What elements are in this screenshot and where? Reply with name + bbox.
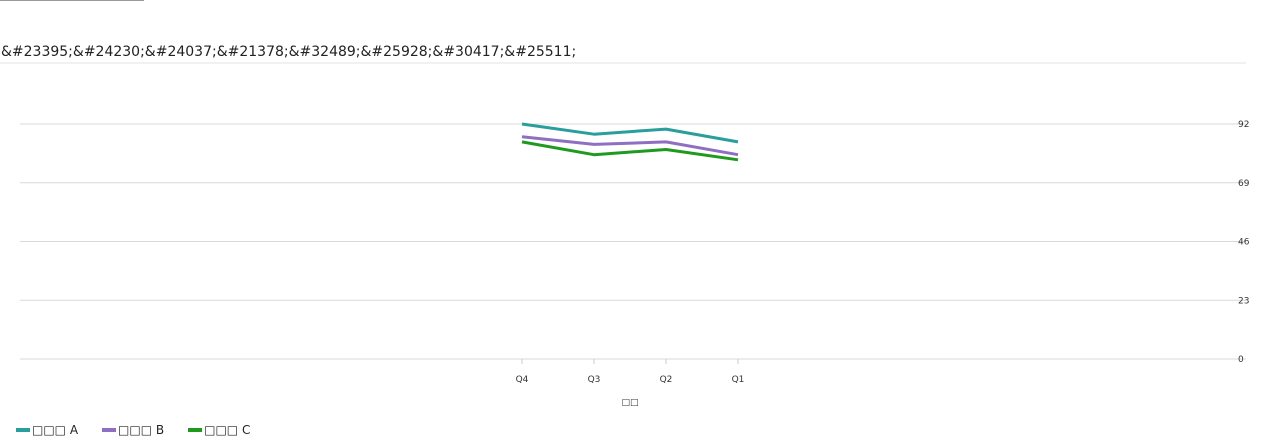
series-line-3 (521, 140, 739, 162)
y-tick-label: 46 (1238, 238, 1250, 248)
y-tick-label: 23 (1238, 296, 1249, 306)
chart-title: &#23395;&#24230;&#24037;&#21378;&#32489;… (1, 44, 577, 60)
legend-swatch (16, 428, 30, 432)
gridlines (0, 62, 1246, 360)
legend-label: □□□ C (204, 423, 251, 437)
x-tick-label: Q4 (516, 375, 529, 385)
legend-swatch (188, 428, 203, 432)
y-tick-labels: 0 23 46 69 92 (1238, 120, 1250, 365)
series-line-2 (521, 135, 739, 157)
x-tick-label: Q1 (732, 375, 745, 385)
series-lines (521, 122, 739, 162)
legend-item: □□□ A (16, 423, 78, 437)
legend-label: □□□ A (32, 423, 79, 437)
legend-label: □□□ B (118, 423, 165, 437)
y-tick-label: 0 (1238, 355, 1244, 365)
legend-item: □□□ B (102, 423, 164, 437)
legend-swatch (102, 428, 117, 432)
legend: □□□ A □□□ B □□□ C (16, 423, 250, 437)
y-tick-label: 69 (1238, 179, 1250, 189)
top-divider (0, 0, 144, 1)
y-tick-label: 92 (1238, 120, 1249, 130)
x-tick-labels: Q4 Q3 Q2 Q1 (516, 359, 745, 385)
series-line-1 (521, 122, 739, 144)
x-tick-label: Q2 (660, 375, 673, 385)
x-tick-label: Q3 (588, 375, 601, 385)
legend-item: □□□ C (188, 423, 250, 437)
x-axis-label: □□ (621, 398, 638, 408)
